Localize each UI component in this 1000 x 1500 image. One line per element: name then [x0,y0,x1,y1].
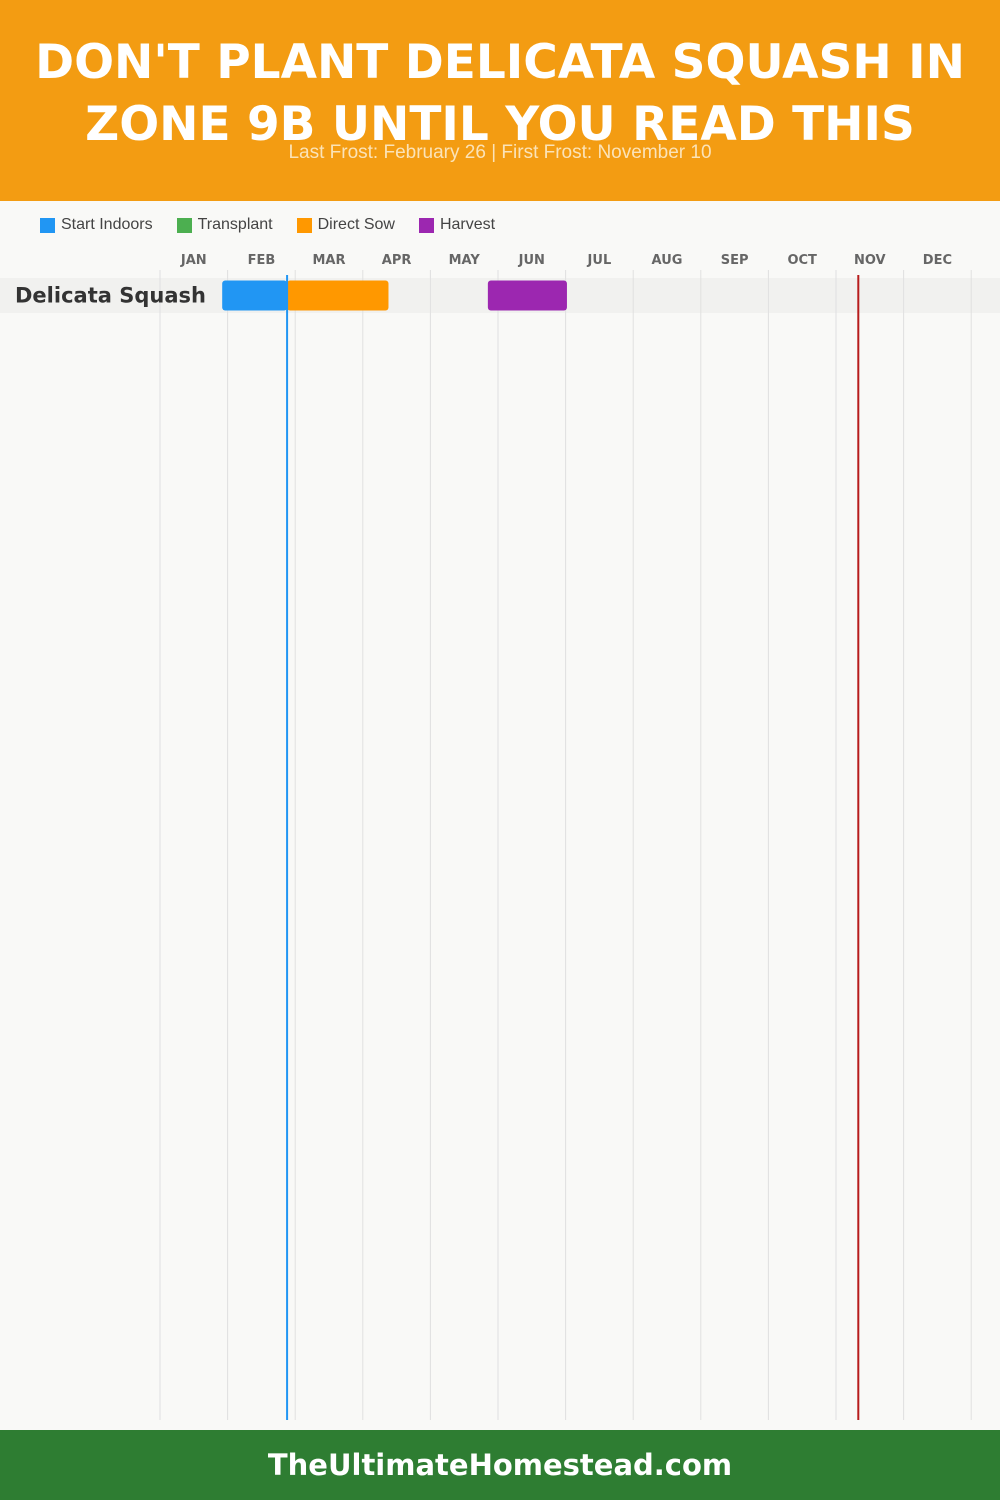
planting-calendar-chart: JAN FEB MAR APR MAY JUN JUL AUG SEP OCT NOV DEC Deli… [0,253,1000,1420]
month-label: SEP [721,253,749,268]
legend-swatch-transplant [176,217,192,233]
bar-harvest [487,280,567,311]
month-label: OCT [787,253,817,268]
legend-swatch-direct-sow [296,217,312,233]
month-label: DEC [923,253,952,268]
footer-site-name: TheUltimateHomestead.com [267,1448,733,1482]
legend-item-start-indoors: Start Indoors [40,216,153,234]
page-title: DON'T PLANT DELICATA SQUASH IN ZONE 9B U… [35,35,965,152]
bar-direct-sow [287,280,389,311]
legend-label: Start Indoors [61,216,153,233]
legend-label: Transplant [197,216,273,233]
legend-label: Direct Sow [317,216,395,233]
legend-item-direct-sow: Direct Sow [296,216,395,234]
month-label: JUL [587,253,612,268]
frost-dates-subtitle: Last Frost: February 26 | First Frost: N… [288,142,712,163]
month-label: MAY [449,253,481,268]
header-banner: DON'T PLANT DELICATA SQUASH IN ZONE 9B U… [0,0,1000,201]
legend-swatch-start-indoors [40,217,55,233]
month-label: FEB [248,253,276,268]
legend-item-harvest: Harvest [418,216,496,234]
footer-banner: TheUltimateHomestead.com [0,1430,1000,1500]
bar-start-indoors [222,280,288,311]
month-label: JAN [180,253,207,268]
legend-swatch-harvest [418,217,434,233]
month-label: AUG [652,253,683,268]
legend-label: Harvest [439,216,496,233]
legend-item-transplant: Transplant [176,216,273,234]
legend: Start Indoors Transplant Direct Sow Harv… [40,214,519,236]
month-label: JUN [518,253,545,268]
month-label: APR [382,253,412,268]
month-label: NOV [854,253,886,268]
crop-label: Delicata Squash [15,284,206,308]
month-label: MAR [312,253,345,268]
